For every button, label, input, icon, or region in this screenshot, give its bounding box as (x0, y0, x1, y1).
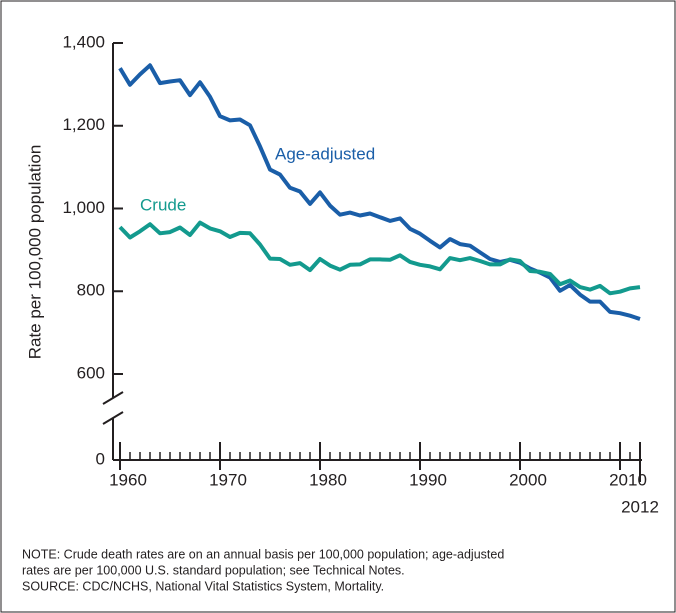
x-tick-label: 2010 (609, 470, 647, 489)
y-tick-label: 1,200 (62, 115, 105, 134)
axis-break (102, 391, 124, 405)
series-label: Crude (140, 195, 186, 214)
y-tick-label: 1,400 (62, 32, 105, 51)
line-series (118, 63, 641, 321)
note: rates are per 100,000 U.S. standard popu… (22, 563, 405, 577)
y-axis-label: Rate per 100,000 population (25, 145, 44, 360)
axis-break (102, 411, 124, 425)
y-tick-label: 0 (96, 449, 105, 468)
x-tick-label: 1970 (209, 470, 247, 489)
y-tick-label: 800 (77, 281, 105, 300)
note: SOURCE: CDC/NCHS, National Vital Statist… (22, 579, 384, 593)
x-tick-label: 2012 (621, 497, 659, 516)
y-tick-label: 1,000 (62, 198, 105, 217)
y-tick-label: 600 (77, 363, 105, 382)
series-label: Age-adjusted (275, 144, 375, 163)
note: NOTE: Crude death rates are on an annual… (22, 547, 504, 561)
x-tick-label: 1960 (109, 470, 147, 489)
line-series (118, 220, 641, 296)
x-tick-label: 1980 (309, 470, 347, 489)
x-tick-label: 1990 (409, 470, 447, 489)
x-tick-label: 2000 (509, 470, 547, 489)
